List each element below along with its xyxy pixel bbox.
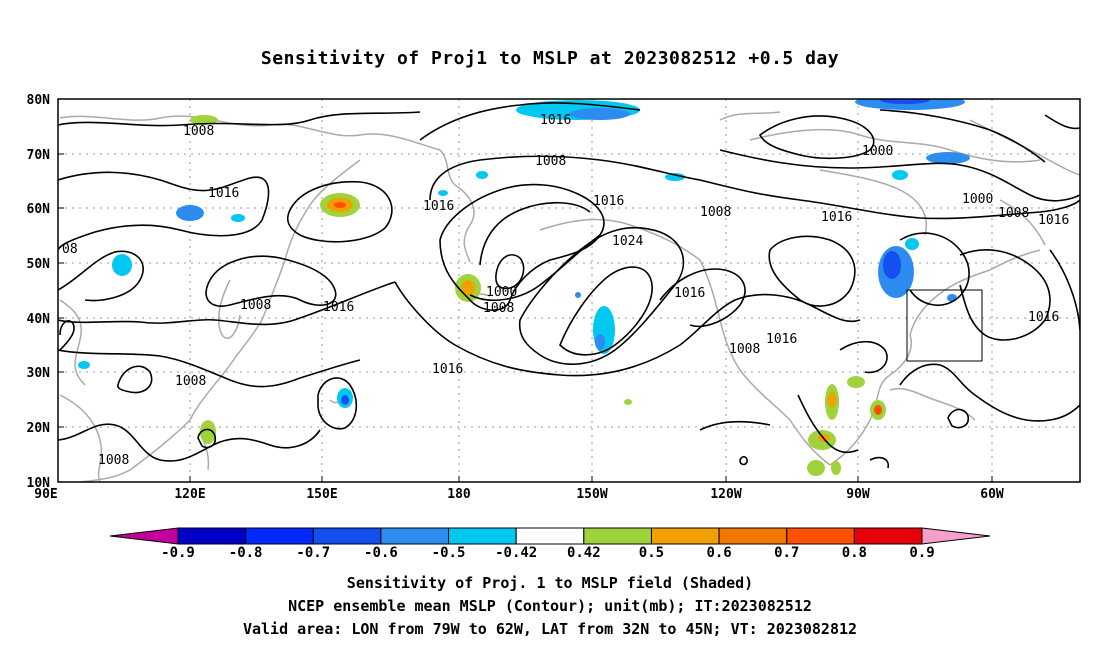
contour-label: 1000 [486, 285, 517, 300]
contour-label: 1016 [1038, 213, 1069, 228]
colorbar-segment [853, 527, 923, 545]
colorbar-label: 0.6 [706, 545, 731, 561]
contour-label: 1008 [700, 205, 731, 220]
colorbar-end-left [109, 527, 179, 545]
contour-label: 1016 [593, 194, 624, 209]
lat-label: 20N [27, 421, 51, 436]
plot-title: Sensitivity of Proj1 to MSLP at 20230825… [260, 48, 840, 69]
contour-label: 1016 [208, 186, 239, 201]
lon-label: 120E [174, 487, 205, 502]
contour-label: 1016 [1028, 310, 1059, 325]
lat-label: 80N [27, 93, 51, 108]
lat-label: 70N [27, 148, 51, 163]
colorbar-segment [583, 527, 652, 545]
lon-label: 150W [576, 487, 607, 502]
contour-label: 1016 [540, 113, 571, 128]
contour-label: 08 [62, 242, 78, 257]
lat-label: 50N [27, 257, 51, 272]
contour-label: 1008 [175, 374, 206, 389]
lat-label: 10N [27, 476, 51, 491]
colorbar-segment [448, 527, 517, 545]
colorbar-label: -0.5 [432, 545, 466, 561]
colorbar-segment [380, 527, 450, 545]
lon-label: 150E [306, 487, 337, 502]
colorbar-segment [650, 527, 720, 545]
map-frame [57, 98, 1081, 483]
colorbar-label: -0.42 [495, 545, 537, 561]
contour-label: 1000 [962, 192, 993, 207]
lon-label: 90E [34, 487, 57, 502]
colorbar-segment [786, 527, 855, 545]
contour-label: 1000 [862, 144, 893, 159]
tick-marks [58, 98, 993, 483]
lon-label: 180 [447, 487, 471, 502]
colorbar-segment [515, 527, 585, 545]
caption-line-2: NCEP ensemble mean MSLP (Contour); unit(… [288, 597, 812, 615]
contour-labels: 1008 1016 08 1008 1016 1016 1000 1008 10… [62, 113, 1069, 468]
colorbar-label: 0.9 [909, 545, 934, 561]
lon-label: 60W [980, 487, 1004, 502]
contour-label: 1008 [98, 453, 129, 468]
caption-line-3: Valid area: LON from 79W to 62W, LAT fro… [242, 620, 858, 638]
lon-label: 90W [846, 487, 870, 502]
gridlines [58, 99, 1080, 482]
contour-label: 1016 [432, 362, 463, 377]
lat-label: 30N [27, 366, 51, 381]
colorbar-label: 0.7 [774, 545, 799, 561]
contour-label: 1008 [729, 342, 760, 357]
colorbar-label: 0.8 [842, 545, 867, 561]
mslp-contours [58, 102, 1080, 469]
colorbar-segment [177, 527, 247, 545]
colorbar-label: -0.8 [229, 545, 263, 561]
colorbar-segment [245, 527, 314, 545]
colorbar-segment [312, 527, 382, 545]
contour-label: 1008 [998, 206, 1029, 221]
contour-label: 1008 [483, 301, 514, 316]
valid-area-box [906, 289, 983, 362]
contour-label: 1016 [674, 286, 705, 301]
contour-label: 1008 [240, 298, 271, 313]
colorbar-label: -0.6 [364, 545, 398, 561]
latitude-labels: 80N 70N 60N 50N 40N 30N 20N 10N [27, 93, 51, 491]
contour-label: 1024 [612, 234, 643, 249]
contour-label: 1016 [821, 210, 852, 225]
contour-label: 1008 [535, 154, 566, 169]
colorbar-label: 0.42 [567, 545, 601, 561]
colorbar-segment [718, 527, 788, 545]
colorbar-label: -0.7 [296, 545, 330, 561]
contour-label: 1016 [766, 332, 797, 347]
lon-label: 120W [710, 487, 741, 502]
contour-label: 1008 [183, 124, 214, 139]
contour-label: 1016 [423, 199, 454, 214]
colorbar: -0.9 -0.8 -0.7 -0.6 -0.5 -0.42 0.42 0.5 0.6 0.7 0.… [109, 527, 991, 561]
lat-label: 40N [27, 312, 51, 327]
sensitivity-shading [78, 99, 970, 476]
longitude-labels: 90E 120E 150E 180 150W 120W 90W 60W [34, 487, 1004, 502]
colorbar-end-right [921, 527, 991, 545]
lat-label: 60N [27, 202, 51, 217]
colorbar-label: -0.9 [161, 545, 195, 561]
colorbar-label: 0.5 [639, 545, 664, 561]
caption-line-1: Sensitivity of Proj. 1 to MSLP field (Sh… [346, 574, 754, 592]
contour-label: 1016 [323, 300, 354, 315]
